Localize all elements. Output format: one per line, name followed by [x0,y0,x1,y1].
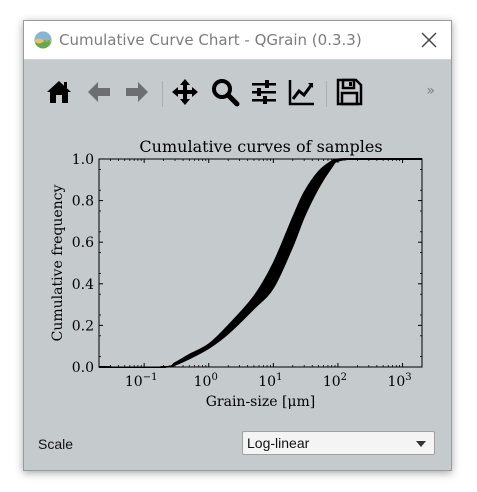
chart-title: Cumulative curves of samples [139,137,382,156]
sample-curve [98,158,423,368]
sample-curve [98,158,423,368]
axes-frame [98,158,423,368]
sample-curve [98,158,423,368]
y-axis-label: Cumulative frequency [50,185,66,342]
curve-group [98,158,423,368]
toolbar-separator [162,81,163,107]
sample-curve [98,158,423,368]
sample-curve [98,158,423,368]
y-tick-label: 0.2 [72,318,94,334]
scale-select[interactable]: Log-linear [242,431,435,455]
sample-curve [98,158,423,368]
sample-curve [98,158,423,368]
sample-curve [98,158,423,368]
sample-curve [98,158,423,368]
forward-arrow-icon[interactable] [122,77,152,107]
plot-toolbar: » [24,59,451,131]
back-arrow-icon[interactable] [84,77,114,107]
close-icon[interactable] [417,28,441,52]
y-tick-label: 0.0 [72,360,94,376]
sample-curve [98,158,423,368]
sample-curve [98,158,423,368]
toolbar-more-button[interactable]: » [426,83,435,99]
sample-curve [98,158,423,368]
x-tick-label: 100 [194,372,218,390]
sample-curve [98,158,423,368]
sample-curve [98,158,423,368]
sample-curve [98,158,423,368]
x-tick-label: 101 [258,372,282,390]
sample-curve [98,158,423,368]
zoom-icon[interactable] [210,77,240,107]
sample-curve [98,158,423,368]
scale-select-value: Log-linear [247,435,310,451]
sample-curve [98,158,423,368]
sample-curve [98,158,423,368]
sample-curve [98,158,422,368]
chevron-down-icon [416,441,426,447]
scale-label: Scale [38,436,74,452]
sample-curve [98,158,423,368]
sample-curve [98,158,423,368]
sample-curve [98,158,423,368]
y-tick-label: 0.8 [72,194,94,210]
sample-curve [98,158,423,368]
sample-curve [98,158,423,368]
x-tick-label: 103 [387,372,411,390]
y-axis: 0.0 0.2 0.4 0.6 0.8 1.0 [72,152,422,376]
qgrain-app-icon [34,31,52,49]
sample-curve [98,158,423,368]
sample-curve [98,158,423,368]
sample-curve [98,158,423,368]
x-tick-label: 102 [323,372,347,390]
x-axis-label: Grain-size [μm] [206,394,316,410]
sample-curve [98,158,423,368]
sample-curve [98,158,423,368]
home-icon[interactable] [44,77,74,107]
cumulative-curve-chart: Cumulative curves of samples 0.00.20.40.… [50,137,423,410]
sample-curve [98,158,423,368]
x-axis: 10−1 100 101 102 103 [98,159,423,390]
title-bar[interactable]: Cumulative Curve Chart - QGrain (0.3.3) [24,21,451,60]
chart-window: Cumulative Curve Chart - QGrain (0.3.3) [23,20,452,471]
sample-curve [98,158,423,368]
subplots-config-icon[interactable] [249,77,279,107]
x-tick-label: 10−1 [125,372,158,390]
sample-curve [98,158,423,368]
sample-curve [98,158,423,368]
window-title: Cumulative Curve Chart - QGrain (0.3.3) [59,31,362,49]
sample-curve [98,158,423,368]
sample-curve [98,158,423,368]
sample-curve [98,158,423,368]
sample-curve [98,158,423,368]
pan-icon[interactable] [170,77,200,107]
sample-curve [98,158,423,368]
toolbar-separator [326,81,327,107]
y-tick-label: 1.0 [72,152,94,168]
sample-curve [98,158,423,368]
edit-axis-icon[interactable] [287,77,317,107]
y-tick-label: 0.4 [72,277,94,293]
save-icon[interactable] [334,77,364,107]
y-tick-label: 0.6 [72,235,94,251]
